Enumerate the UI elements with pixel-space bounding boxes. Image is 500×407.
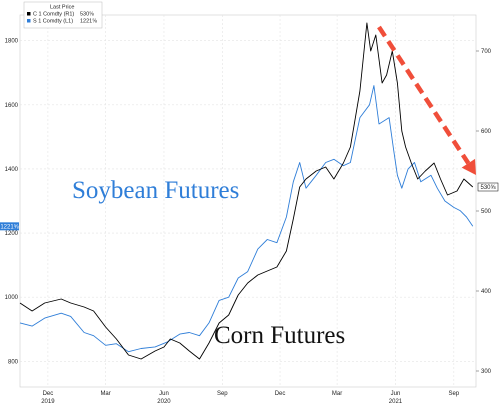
- left-tick-label: 1400: [5, 167, 19, 173]
- right-tick-label: 500: [481, 209, 492, 215]
- legend-entry-soybean-value: 1221⅝: [80, 19, 97, 25]
- left-tick-label: 1800: [5, 39, 19, 45]
- legend-box: [23, 1, 103, 29]
- last-value-tag-left-text: 1221⅝: [0, 224, 19, 230]
- x-tick-label: Jun: [391, 391, 401, 397]
- right-tick-label: 400: [481, 289, 492, 295]
- x-axis: Dec Mar Jun Sep Dec Mar Jun Sep 2019 2020 2021: [41, 391, 460, 405]
- trend-arrow-layer: [377, 25, 476, 175]
- x-year-label: 2019: [41, 399, 55, 405]
- last-value-tag-left: [0, 222, 19, 231]
- legend-swatch-corn: [27, 12, 31, 16]
- legend-entry-soybean-ticker: S 1 Comdty (L1): [33, 19, 73, 25]
- last-value-tag-right-text: 530⅝: [480, 185, 496, 191]
- last-value-tag-right: [477, 182, 499, 192]
- trend-arrow-shaft: [377, 25, 471, 165]
- right-tick-label: 600: [481, 129, 492, 135]
- left-tick-label: 800: [8, 359, 19, 365]
- gridlines: [20, 15, 476, 387]
- legend-entry-corn-ticker: C 1 Comdty (R1): [33, 12, 74, 18]
- right-tick-label: 700: [481, 49, 492, 55]
- x-tick-label: Dec: [43, 391, 54, 397]
- series-layer: [19, 22, 474, 360]
- x-tick-label: Mar: [100, 391, 110, 397]
- x-year-label: 2021: [389, 399, 403, 405]
- soybean-futures-annotation: Soybean Futures: [72, 177, 239, 204]
- x-tick-label: Sep: [217, 391, 228, 397]
- x-tick-label: Sep: [448, 391, 459, 397]
- left-tick-label: 1000: [5, 295, 19, 301]
- plot-area: [19, 14, 477, 388]
- right-tick-label: 300: [481, 369, 492, 375]
- series-line-c-1-comdty: [19, 22, 474, 360]
- x-tick-label: Dec: [275, 391, 286, 397]
- left-tick-label: 1200: [5, 231, 19, 237]
- legend-entry-corn-value: 530⅝: [80, 12, 94, 18]
- legend-swatch-soybean: [27, 19, 31, 23]
- left-axis: 800 1000 1200 1400 1600 1800: [5, 39, 19, 366]
- legend: Last Price C 1 Comdty (R1) 530⅝ S 1 Comd…: [23, 1, 103, 29]
- x-tick-label: Mar: [332, 391, 342, 397]
- corn-futures-annotation: Corn Futures: [214, 322, 345, 349]
- left-tick-label: 1600: [5, 103, 19, 109]
- right-axis: 300 400 500 600 700: [476, 49, 492, 375]
- trend-arrow-head: [461, 158, 476, 175]
- x-year-label: 2020: [157, 399, 171, 405]
- last-value-tags: 1221⅝ 530⅝: [0, 182, 499, 231]
- x-tick-label: Jun: [159, 391, 169, 397]
- legend-title: Last Price: [50, 5, 74, 11]
